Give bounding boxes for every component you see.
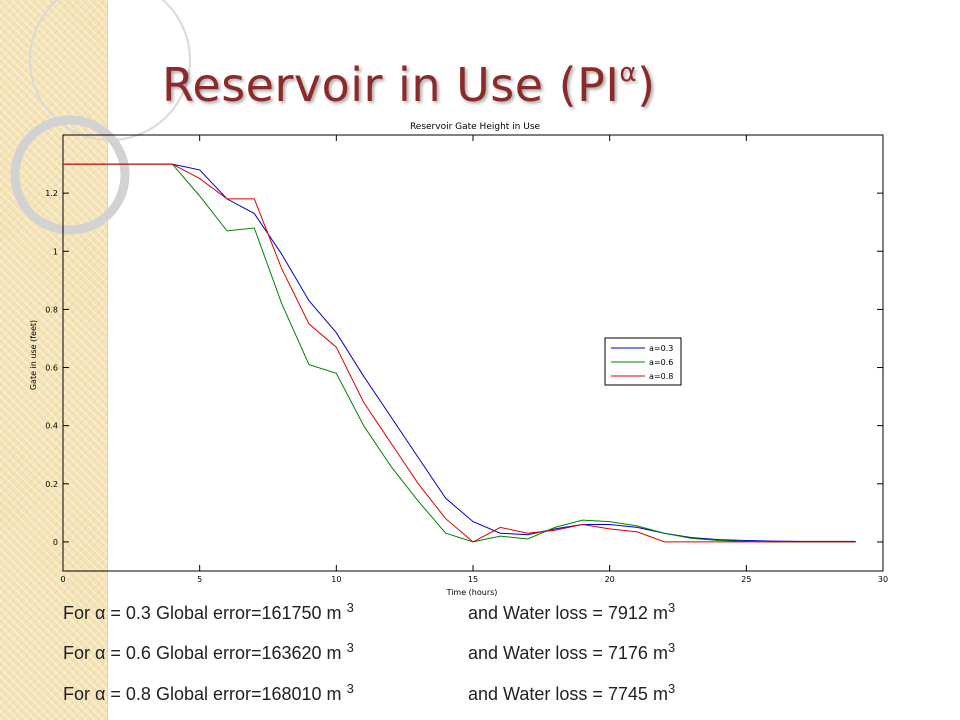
x-tick-label: 5: [197, 575, 202, 584]
legend-label: a=0.8: [649, 372, 673, 381]
slide-title: Reservoir in Use (PIα): [162, 58, 656, 112]
chart-title: Reservoir Gate Height in Use: [410, 122, 541, 132]
unit-exponent: 3: [346, 600, 354, 615]
y-axis-label: Gate in use (feet): [29, 320, 38, 390]
unit-exponent: 3: [667, 600, 676, 615]
result-line-alpha-0-8: For α = 0.8 Global error=168010 m 3 and …: [63, 681, 675, 705]
unit-exponent: 3: [346, 640, 354, 655]
water-loss-text: and Water loss = 7745 m: [468, 684, 668, 704]
global-error-text: For α = 0.6 Global error=163620 m: [63, 643, 347, 663]
chart-legend: a=0.3 a=0.6 a=0.8: [604, 337, 682, 386]
slide-title-main: Reservoir in Use (PI: [162, 58, 620, 112]
series-line-1: [63, 163, 856, 542]
x-tick-label: 10: [331, 575, 341, 584]
axis-ticks: 0 5 10 15 20 25 30 0 0.2 0.4 0.6 0.8 1 1.2: [45, 135, 888, 584]
result-line-alpha-0-6: For α = 0.6 Global error=163620 m 3 and …: [63, 640, 675, 664]
water-loss-text: and Water loss = 7176 m: [468, 643, 668, 663]
legend-label: a=0.6: [649, 358, 673, 367]
series-line-3: [63, 163, 856, 543]
x-tick-label: 30: [878, 575, 888, 584]
legend-label: a=0.3: [649, 344, 673, 353]
slide-title-close: ): [637, 58, 656, 112]
y-tick-label: 0.6: [45, 364, 58, 373]
result-line-alpha-0-3: For α = 0.3 Global error=161750 m 3 and …: [63, 600, 675, 624]
series-line-2: [63, 163, 856, 543]
x-axis-label: Time (hours): [446, 588, 498, 597]
unit-exponent: 3: [667, 681, 676, 696]
unit-exponent: 3: [346, 681, 354, 696]
unit-exponent: 3: [667, 640, 676, 655]
y-tick-label: 1: [53, 247, 58, 256]
y-tick-label: 1.2: [45, 189, 58, 198]
global-error-text: For α = 0.8 Global error=168010 m: [63, 684, 347, 704]
y-tick-label: 0: [53, 538, 58, 547]
water-loss-text: and Water loss = 7912 m: [468, 603, 668, 623]
y-tick-label: 0.8: [45, 305, 58, 314]
slide-title-alpha: α: [619, 57, 638, 88]
y-tick-label: 0.4: [45, 422, 58, 431]
series-lines: [63, 163, 856, 543]
y-tick-label: 0.2: [45, 480, 58, 489]
x-tick-label: 0: [60, 575, 65, 584]
global-error-text: For α = 0.3 Global error=161750 m: [63, 603, 347, 623]
x-tick-label: 15: [468, 575, 478, 584]
gate-height-chart: Reservoir Gate Height in Use Time (hours…: [29, 122, 888, 597]
x-tick-label: 20: [605, 575, 615, 584]
x-tick-label: 25: [741, 575, 751, 584]
plot-area-frame: [62, 134, 884, 572]
